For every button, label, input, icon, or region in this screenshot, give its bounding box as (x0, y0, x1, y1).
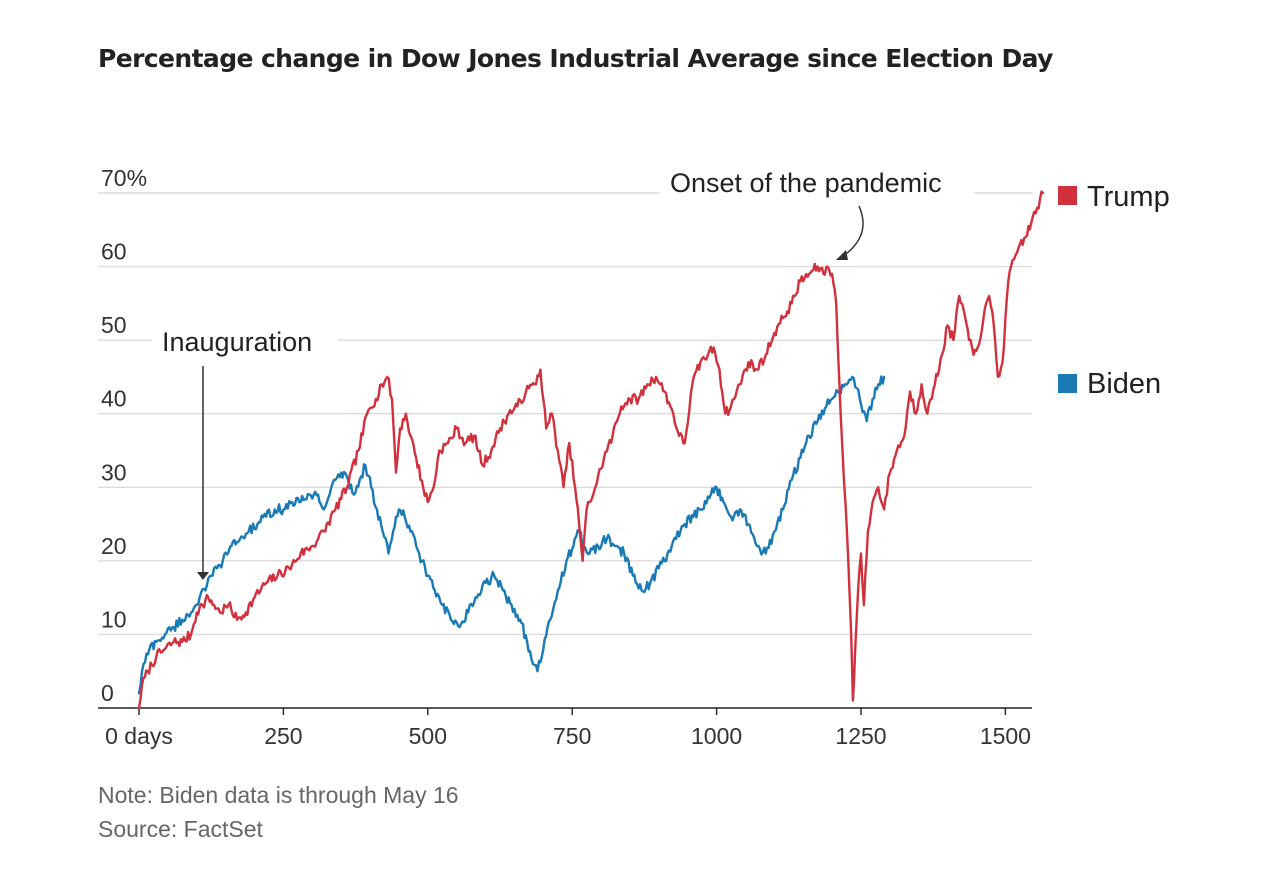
annotation-inauguration: Inauguration (152, 322, 338, 580)
legend-swatch-biden (1058, 374, 1077, 393)
y-tick-label-60: 60 (101, 239, 127, 265)
annotation-inauguration-label: Inauguration (162, 327, 312, 357)
y-tick-label-20: 20 (101, 533, 127, 559)
x-axis-ticks: 0 days 250 500 750 1000 1250 1500 (105, 708, 1031, 749)
y-axis-ticks: 0 10 20 30 40 50 60 70% (101, 165, 147, 706)
legend-label-biden: Biden (1087, 368, 1161, 400)
chart-note: Note: Biden data is through May 16 (98, 782, 459, 808)
chart-title: Percentage change in Dow Jones Industria… (98, 44, 1053, 73)
y-tick-label-70: 70% (101, 165, 147, 191)
legend-label-trump: Trump (1087, 181, 1170, 213)
annotation-pandemic-label: Onset of the pandemic (670, 168, 942, 198)
series-lines (137, 190, 1045, 710)
y-tick-label-50: 50 (101, 312, 127, 338)
x-tick-label-500: 500 (409, 723, 447, 749)
y-tick-label-0: 0 (101, 680, 114, 706)
annotation-pandemic-curve (841, 205, 864, 258)
annotation-pandemic-arrowhead (836, 250, 848, 260)
series-line-trump (137, 190, 1045, 710)
y-tick-label-10: 10 (101, 606, 127, 632)
annotation-inauguration-bg (152, 322, 338, 364)
x-tick-label-1500: 1500 (980, 723, 1031, 749)
x-tick-label-1250: 1250 (835, 723, 886, 749)
annotation-inauguration-arrowhead (197, 572, 209, 580)
annotation-pandemic: Onset of the pandemic (660, 164, 974, 260)
y-tick-label-40: 40 (101, 386, 127, 412)
x-tick-label-250: 250 (264, 723, 302, 749)
annotation-pandemic-bg (660, 164, 974, 206)
legend: Trump Biden (1058, 181, 1170, 400)
legend-swatch-trump (1058, 186, 1077, 205)
y-tick-label-30: 30 (101, 459, 127, 485)
series-line-biden (137, 375, 886, 695)
x-tick-label-1000: 1000 (691, 723, 742, 749)
x-tick-label-0: 0 days (105, 723, 173, 749)
chart-source: Source: FactSet (98, 816, 263, 842)
x-tick-label-750: 750 (553, 723, 591, 749)
